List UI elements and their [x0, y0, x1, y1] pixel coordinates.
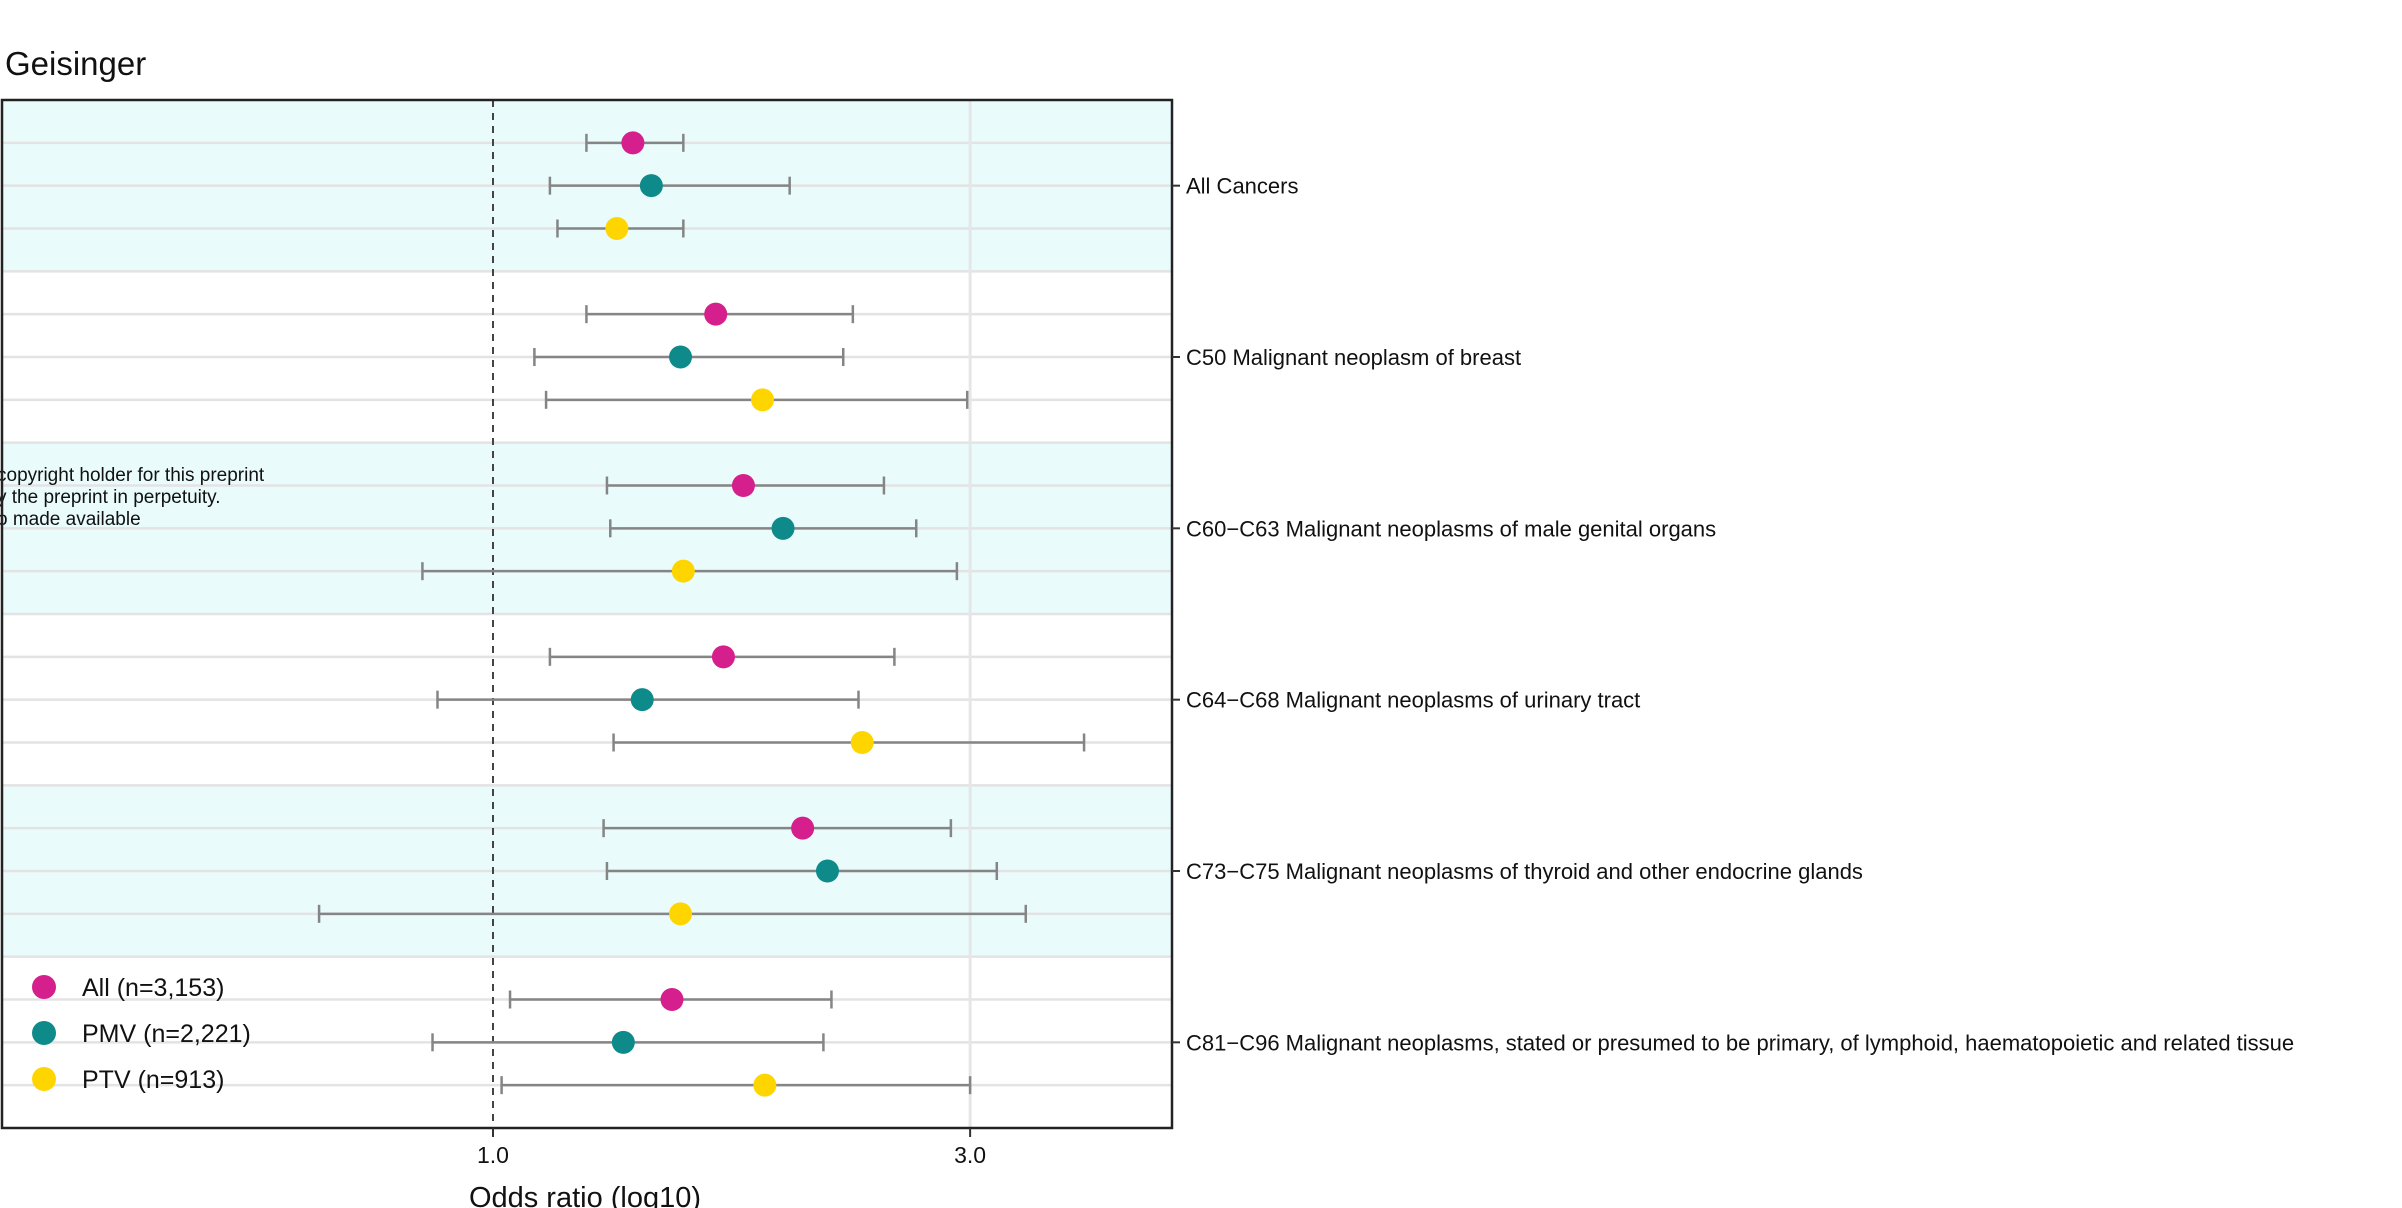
panel-border: [0, 98, 1174, 1130]
point-marker: [671, 559, 695, 583]
point-marker: [669, 345, 693, 369]
category-label: C60−C63 Malignant neoplasms of male geni…: [1186, 516, 1716, 541]
legend-label: All (n=3,153): [82, 974, 224, 1002]
point-marker: [751, 388, 775, 412]
point-marker: [630, 688, 654, 712]
chart-title: Geisinger: [5, 45, 146, 82]
x-axis-ticks: 0.31.03.0: [477, 1128, 986, 1168]
point-marker: [771, 516, 795, 540]
category-labels: All Cancers C50 Malignant neoplasm of bre…: [1172, 174, 2294, 1055]
point-marker: [669, 902, 693, 926]
x-tick-label: 3.0: [954, 1142, 986, 1168]
category-label: C81−C96 Malignant neoplasms, stated or p…: [1186, 1030, 2294, 1055]
data-points: [605, 131, 874, 1097]
point-marker: [611, 1030, 635, 1054]
watermark-line: o made available: [0, 509, 141, 530]
point-marker: [621, 131, 645, 155]
x-tick-label: 1.0: [477, 1142, 509, 1168]
legend: All (n=3,153) PMV (n=2,221) PTV (n=913): [32, 974, 251, 1094]
point-marker: [791, 816, 815, 840]
point-marker: [815, 859, 839, 883]
point-marker: [639, 174, 663, 198]
point-marker: [850, 731, 874, 754]
category-label: All Cancers: [1186, 174, 1298, 199]
preprint-watermark: copyright holder for this preprint y the…: [0, 465, 265, 530]
category-label: C73−C75 Malignant neoplasms of thyroid a…: [1186, 859, 1863, 884]
watermark-line: y the preprint in perpetuity.: [0, 487, 221, 508]
legend-swatch: [32, 1021, 56, 1045]
legend-label: PTV (n=913): [82, 1066, 224, 1094]
x-axis-label: Odds ratio (log10): [469, 1182, 701, 1208]
point-marker: [704, 302, 728, 326]
point-marker: [731, 474, 755, 497]
legend-swatch: [32, 975, 56, 999]
point-marker: [711, 645, 735, 669]
watermark-line: copyright holder for this preprint: [0, 465, 265, 486]
category-label: C50 Malignant neoplasm of breast: [1186, 345, 1521, 370]
point-marker: [605, 217, 629, 240]
point-marker: [753, 1073, 777, 1097]
legend-label: PMV (n=2,221): [82, 1020, 251, 1048]
point-marker: [660, 988, 684, 1011]
legend-swatch: [32, 1067, 56, 1091]
category-label: C64−C68 Malignant neoplasms of urinary t…: [1186, 688, 1640, 713]
